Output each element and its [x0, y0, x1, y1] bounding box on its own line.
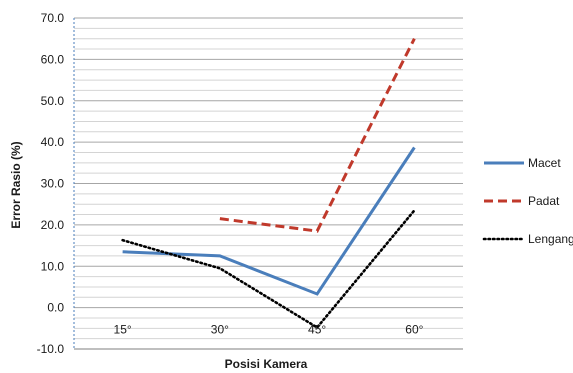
- y-tick-label: 70.0: [41, 11, 65, 25]
- y-tick-label: -10.0: [37, 342, 65, 356]
- y-tick-label: 20.0: [41, 218, 65, 232]
- y-tick-label: 60.0: [41, 52, 65, 66]
- tick-labels: -10.0 0.0 10.0 20.0 30.0 40.0 50.0 60.0 70.0 15° 3…: [37, 11, 424, 356]
- y-tick-label: 50.0: [41, 94, 65, 108]
- y-axis-title: Error Rasio (%): [9, 141, 23, 228]
- legend-label-lengang: Lengang: [528, 232, 573, 246]
- series-lines: [121, 38, 416, 330]
- y-tick-label: 0.0: [47, 301, 64, 315]
- legend-label-padat: Padat: [528, 194, 560, 208]
- y-tick-label: 40.0: [41, 135, 65, 149]
- x-tick-label: 45°: [308, 323, 326, 337]
- legend-label-macet: Macet: [528, 156, 561, 170]
- x-tick-label: 15°: [114, 323, 132, 337]
- legend: Macet Padat Lengang: [482, 156, 573, 246]
- x-tick-label: 30°: [211, 323, 229, 337]
- series-line-padat: [219, 38, 416, 233]
- series-line-macet: [122, 146, 416, 296]
- y-tick-label: 10.0: [41, 259, 65, 273]
- series-line-lengang: [121, 209, 416, 330]
- y-tick-label: 30.0: [41, 177, 65, 191]
- axes: [73, 18, 463, 350]
- x-axis-title: Posisi Kamera: [225, 357, 308, 371]
- x-tick-label: 60°: [405, 323, 423, 337]
